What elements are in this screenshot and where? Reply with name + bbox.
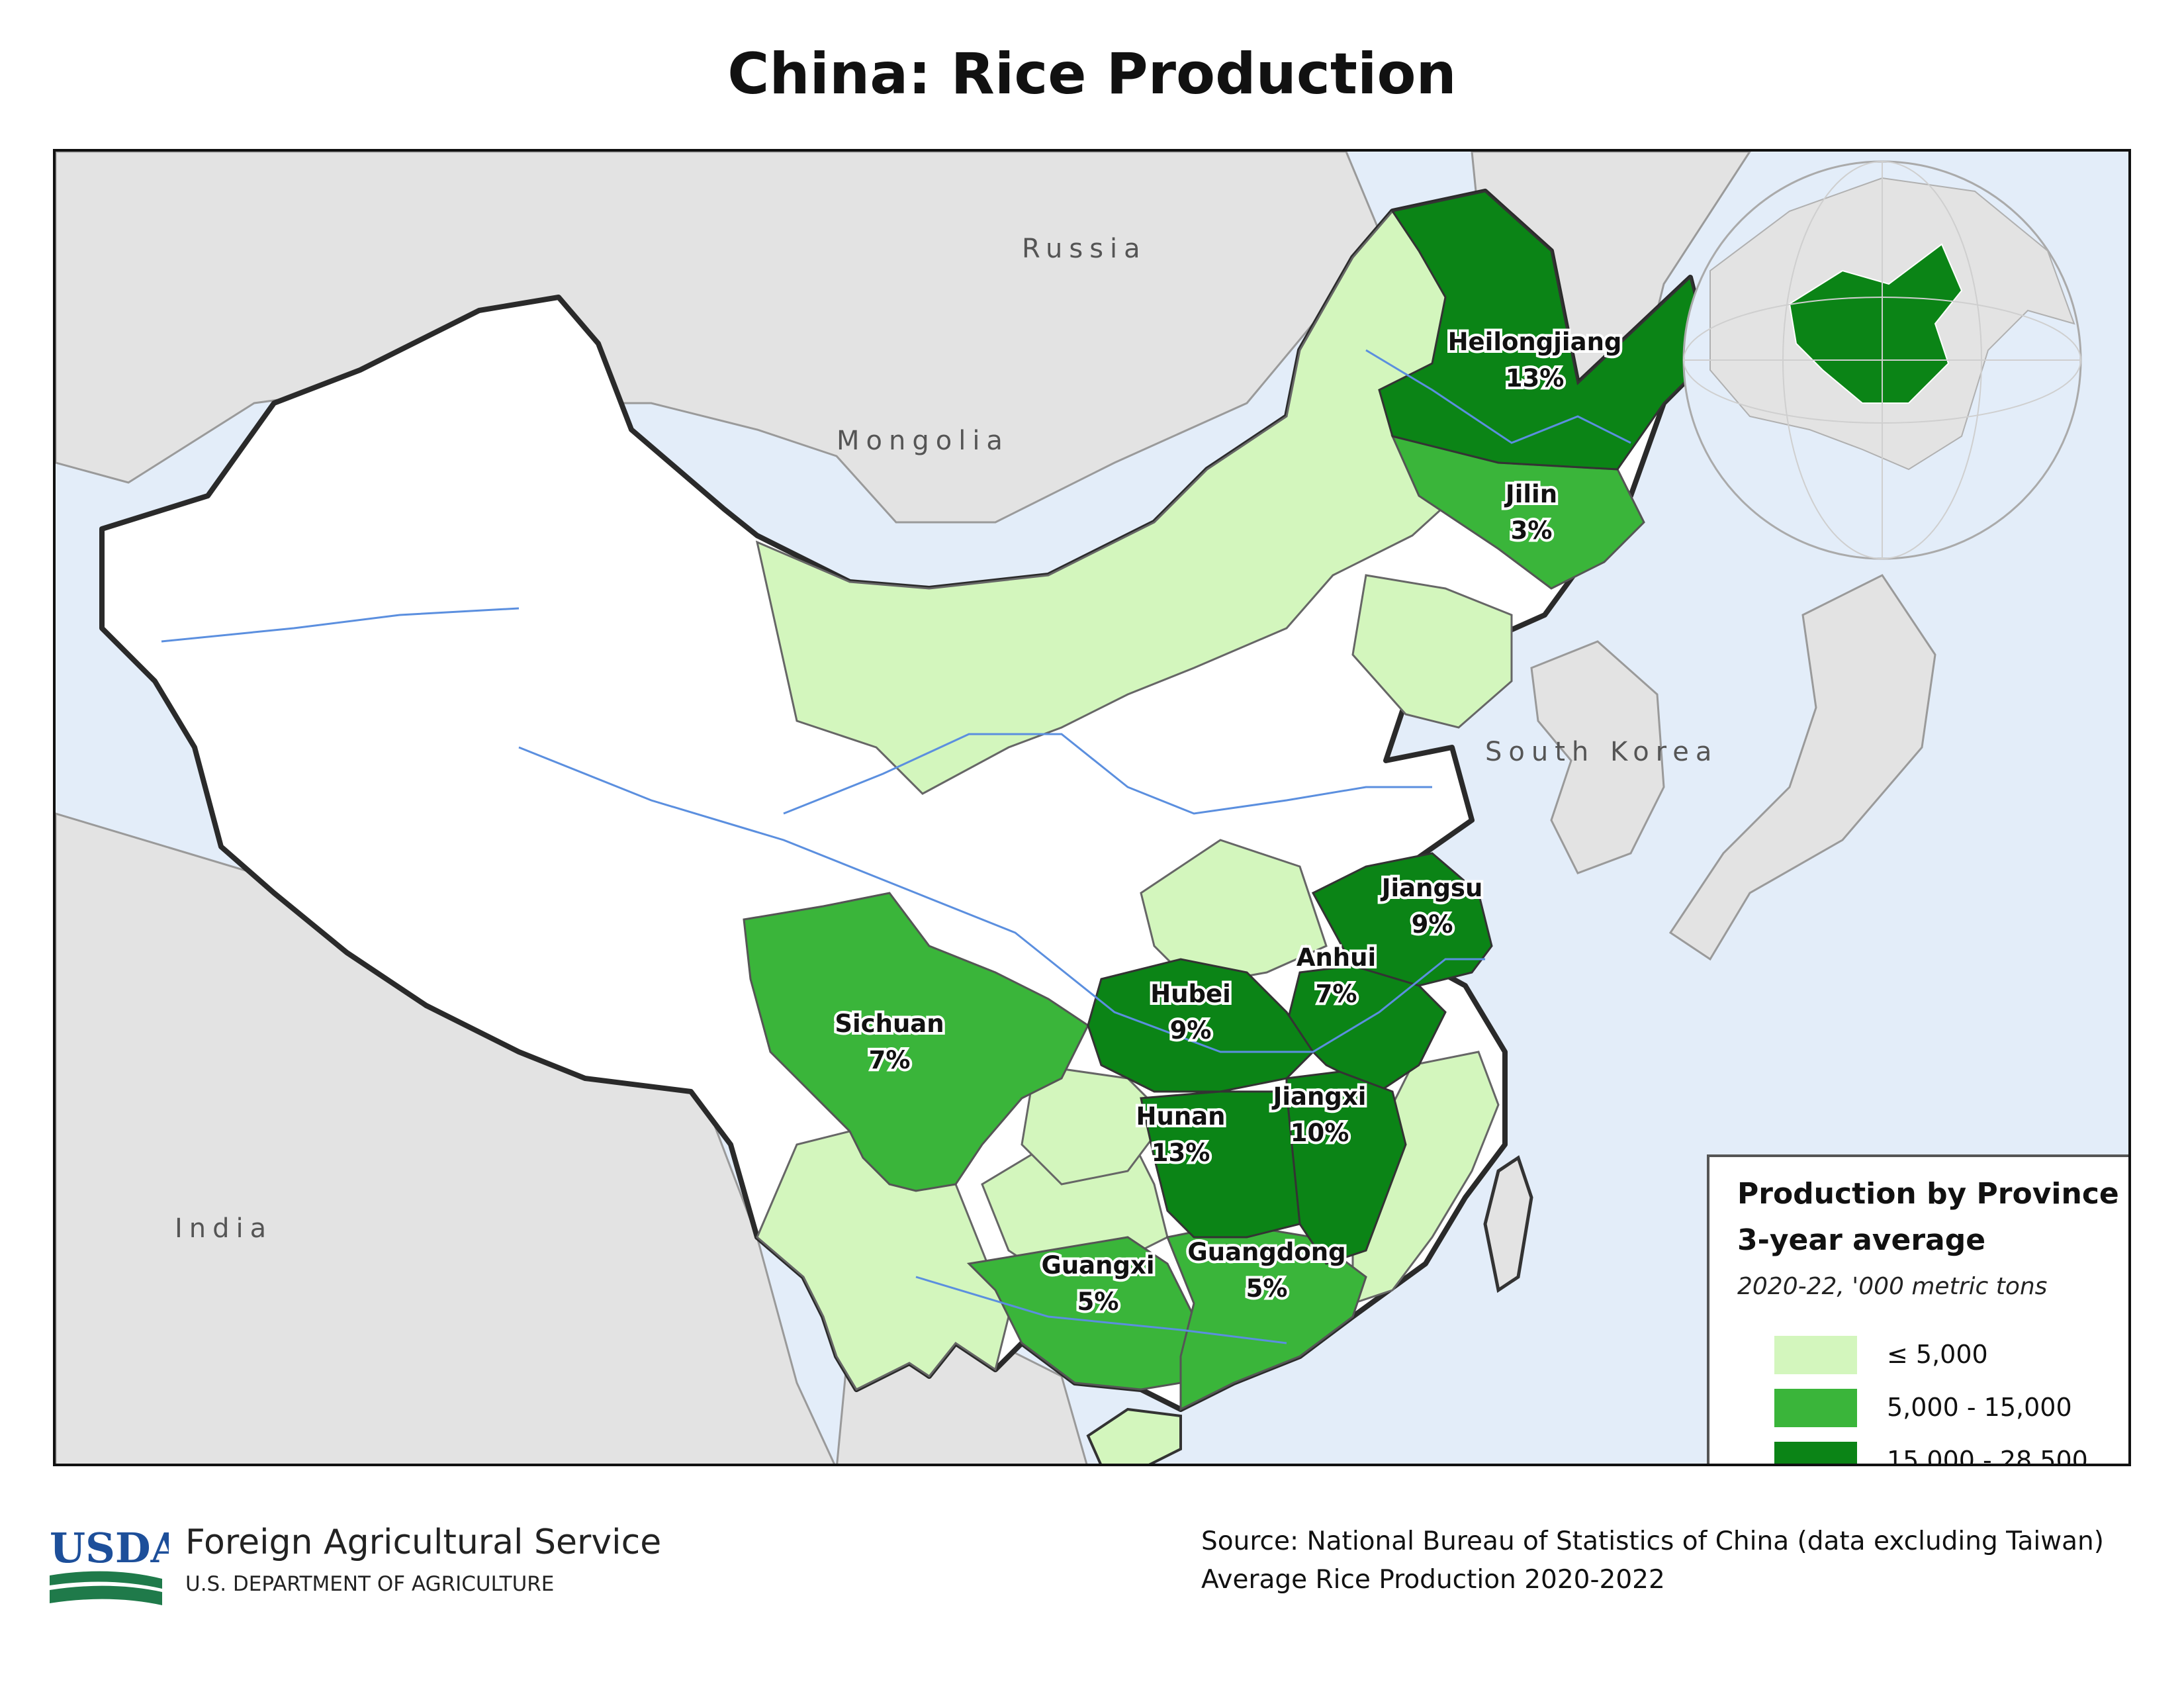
china-map: Russia Mongolia South Korea India Heilon… — [56, 152, 2082, 1464]
svg-text:Heilongjiang: Heilongjiang — [1448, 328, 1622, 356]
source-line2: Average Rice Production 2020-2022 — [1201, 1565, 1665, 1595]
province-label-jiangsu: Jiangsu 9% — [1377, 871, 1486, 941]
svg-text:13%: 13% — [1506, 364, 1565, 393]
province-label-jiangxi: Jiangxi 10% — [1269, 1080, 1369, 1150]
usda-logo: USDA — [50, 1523, 183, 1618]
legend-label-low: ≤ 5,000 — [1887, 1340, 1988, 1369]
province-liaoning — [1351, 574, 1513, 729]
legend-subtitle: 2020-22, '000 metric tons — [1737, 1273, 2048, 1300]
source-note: Source: National Bureau of Statistics of… — [1201, 1523, 2104, 1599]
province-label-guangxi: Guangxi 5% — [1038, 1248, 1157, 1319]
map-title: China: Rice Production — [727, 41, 1457, 107]
legend-label-high: 15,000 - 28,500 — [1887, 1446, 2088, 1466]
province-label-anhui: Anhui 7% — [1294, 941, 1379, 1011]
svg-text:Hunan: Hunan — [1136, 1102, 1226, 1131]
country-label-russia: Russia — [1022, 234, 1147, 264]
legend-title-line1: Production by Province — [1737, 1177, 2119, 1211]
province-label-jilin: Jilin 3% — [1501, 477, 1560, 547]
svg-text:9%: 9% — [1412, 910, 1453, 939]
province-label-guangdong: Guangdong 5% — [1185, 1235, 1348, 1305]
pearl-river — [915, 1276, 1287, 1344]
japan-land — [1668, 574, 1936, 961]
legend-swatch-high — [1774, 1442, 1857, 1464]
province-heilongjiang — [1378, 190, 1711, 471]
taiwan-land — [1483, 1155, 1533, 1293]
province-hunan — [1140, 1090, 1301, 1239]
province-label-hunan: Hunan 13% — [1134, 1100, 1228, 1170]
country-label-india: India — [175, 1213, 273, 1244]
locator-globe — [1682, 160, 2082, 560]
svg-text:9%: 9% — [1170, 1016, 1212, 1045]
province-henan-shandong — [1140, 839, 1328, 987]
locator-china — [1788, 243, 1963, 404]
province-sichuan — [743, 892, 1089, 1192]
province-label-hubei: Hubei 9% — [1148, 977, 1234, 1047]
legend: Production by Province 3-year average 20… — [1707, 1154, 2128, 1466]
province-hainan — [1086, 1407, 1182, 1464]
usda-logo-text: USDA — [50, 1524, 169, 1572]
yangtze-river — [518, 746, 1485, 1053]
svg-text:5%: 5% — [1246, 1274, 1288, 1303]
svg-text:7%: 7% — [1316, 980, 1357, 1008]
department-name: U.S. DEPARTMENT OF AGRICULTURE — [185, 1572, 555, 1596]
tarim-river — [161, 607, 520, 643]
country-label-mongolia: Mongolia — [837, 426, 1009, 456]
svg-text:7%: 7% — [869, 1046, 911, 1074]
svg-text:3%: 3% — [1511, 516, 1553, 545]
source-line1: Source: National Bureau of Statistics of… — [1201, 1526, 2104, 1556]
province-label-sichuan: Sichuan 7% — [832, 1007, 946, 1077]
province-guangdong — [1165, 1223, 1367, 1411]
svg-text:Anhui: Anhui — [1297, 943, 1376, 972]
svg-text:10%: 10% — [1291, 1119, 1349, 1147]
yellow-river — [783, 733, 1432, 815]
agency-name: Foreign Agricultural Service — [185, 1523, 662, 1562]
svg-text:5%: 5% — [1077, 1288, 1119, 1316]
legend-label-mid: 5,000 - 15,000 — [1887, 1393, 2072, 1422]
legend-swatch-low — [1774, 1336, 1857, 1374]
province-label-heilongjiang: Heilongjiang 13% — [1445, 325, 1625, 395]
legend-title-line2: 3-year average — [1737, 1223, 1986, 1257]
svg-text:Jiangxi: Jiangxi — [1271, 1082, 1367, 1111]
svg-text:Guangdong: Guangdong — [1187, 1238, 1345, 1266]
songhua-river — [1365, 349, 1631, 444]
svg-text:Jiangsu: Jiangsu — [1380, 874, 1483, 902]
legend-swatch-mid — [1774, 1389, 1857, 1427]
svg-text:Guangxi: Guangxi — [1041, 1251, 1154, 1280]
svg-text:Sichuan: Sichuan — [835, 1009, 944, 1038]
svg-text:Hubei: Hubei — [1150, 980, 1231, 1008]
svg-text:Jilin: Jilin — [1504, 480, 1557, 508]
svg-text:13%: 13% — [1152, 1139, 1210, 1167]
korea-land — [1530, 640, 1665, 874]
map-frame: Russia Mongolia South Korea India Heilon… — [53, 149, 2131, 1466]
country-label-south-korea: South Korea — [1485, 737, 1718, 767]
